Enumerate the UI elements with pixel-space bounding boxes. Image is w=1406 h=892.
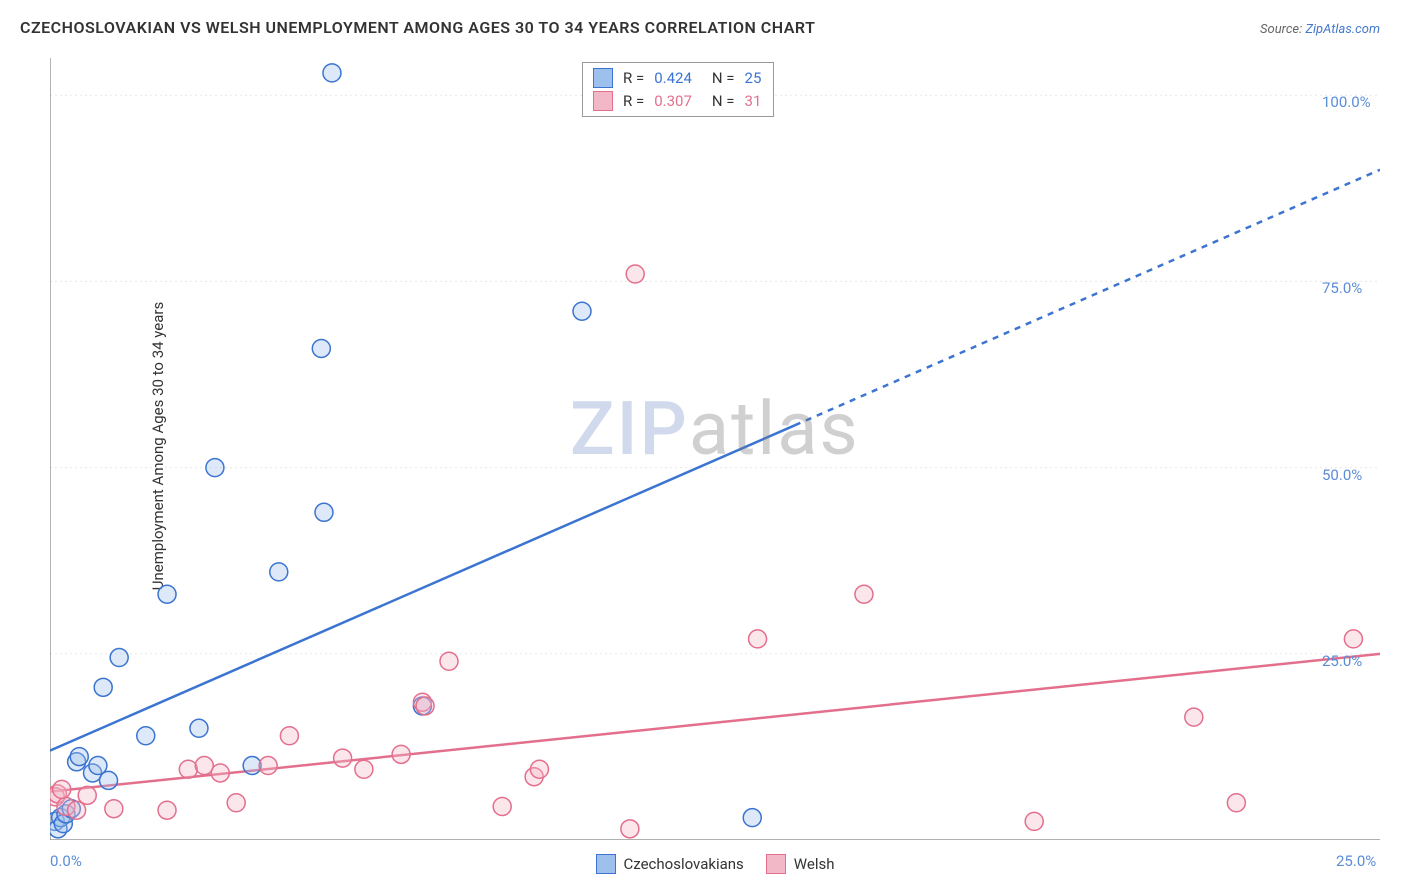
stat-n-label: N =	[712, 67, 735, 90]
stats-row: R = 0.424 N = 25	[593, 67, 761, 90]
stat-n-label: N =	[712, 90, 735, 113]
chart-container: CZECHOSLOVAKIAN VS WELSH UNEMPLOYMENT AM…	[0, 0, 1406, 892]
scatter-plot	[50, 58, 1380, 840]
legend-item: Czechoslovakians	[596, 854, 744, 874]
scatter-point	[280, 727, 298, 745]
trend-line-dashed	[795, 170, 1380, 426]
scatter-point	[573, 302, 591, 320]
series-legend: Czechoslovakians Welsh	[596, 854, 835, 874]
scatter-point	[158, 585, 176, 603]
scatter-point	[416, 697, 434, 715]
scatter-point	[323, 64, 341, 82]
scatter-point	[270, 563, 288, 581]
legend-swatch	[766, 854, 786, 874]
stat-r-label: R =	[623, 90, 644, 113]
scatter-point	[355, 760, 373, 778]
scatter-point	[105, 800, 123, 818]
scatter-point	[158, 801, 176, 819]
legend-label: Welsh	[794, 855, 835, 873]
scatter-point	[94, 678, 112, 696]
legend-swatch	[596, 854, 616, 874]
scatter-point	[1344, 630, 1362, 648]
stats-legend: R = 0.424 N = 25 R = 0.307 N = 31	[582, 62, 774, 117]
y-tick-label: 100.0%	[1322, 93, 1371, 111]
scatter-point	[259, 757, 277, 775]
chart-title: CZECHOSLOVAKIAN VS WELSH UNEMPLOYMENT AM…	[20, 18, 815, 37]
scatter-point	[227, 794, 245, 812]
scatter-point	[100, 771, 118, 789]
scatter-point	[392, 745, 410, 763]
scatter-point	[137, 727, 155, 745]
scatter-point	[621, 820, 639, 838]
x-tick-label: 0.0%	[50, 852, 82, 870]
y-tick-label: 50.0%	[1322, 466, 1362, 484]
scatter-point	[334, 749, 352, 767]
stat-r-value: 0.307	[654, 90, 692, 113]
scatter-point	[211, 764, 229, 782]
scatter-point	[78, 786, 96, 804]
stat-n-value: 31	[745, 90, 762, 113]
y-tick-label: 75.0%	[1322, 279, 1362, 297]
legend-swatch	[593, 68, 613, 88]
scatter-point	[1025, 812, 1043, 830]
scatter-point	[749, 630, 767, 648]
scatter-point	[190, 719, 208, 737]
stat-r-label: R =	[623, 67, 644, 90]
scatter-point	[440, 652, 458, 670]
scatter-point	[312, 339, 330, 357]
stat-n-value: 25	[745, 67, 762, 90]
scatter-point	[855, 585, 873, 603]
scatter-point	[743, 809, 761, 827]
x-tick-label: 25.0%	[1336, 852, 1376, 870]
scatter-point	[110, 649, 128, 667]
source-link[interactable]: ZipAtlas.com	[1305, 22, 1380, 37]
plot-svg	[50, 58, 1380, 840]
stat-r-value: 0.424	[654, 67, 692, 90]
scatter-point	[530, 760, 548, 778]
scatter-point	[493, 797, 511, 815]
scatter-point	[206, 459, 224, 477]
legend-swatch	[593, 91, 613, 111]
stats-row: R = 0.307 N = 31	[593, 90, 761, 113]
source-attribution: Source: ZipAtlas.com	[1260, 22, 1380, 37]
legend-label: Czechoslovakians	[624, 855, 744, 873]
scatter-point	[53, 780, 71, 798]
legend-item: Welsh	[766, 854, 835, 874]
scatter-point	[1185, 708, 1203, 726]
scatter-point	[179, 760, 197, 778]
scatter-point	[70, 748, 88, 766]
source-label: Source:	[1260, 22, 1305, 37]
y-tick-label: 25.0%	[1322, 652, 1362, 670]
scatter-point	[315, 503, 333, 521]
scatter-point	[1227, 794, 1245, 812]
scatter-point	[626, 265, 644, 283]
